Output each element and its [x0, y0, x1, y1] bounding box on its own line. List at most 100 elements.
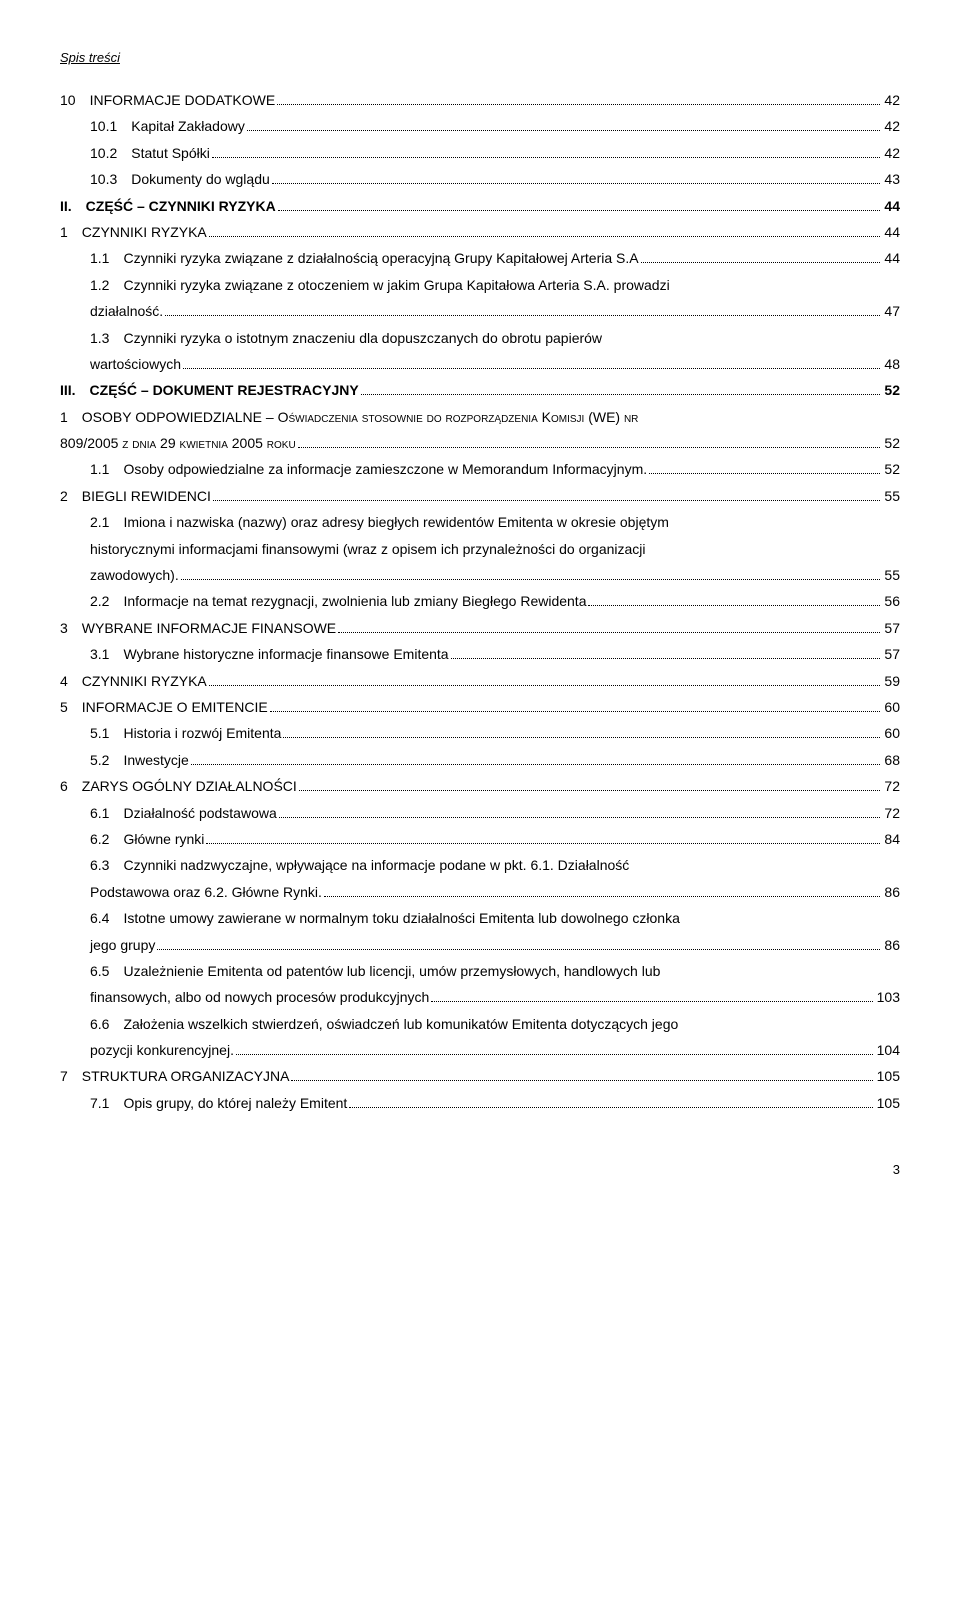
- toc-entry-text: pozycji konkurencyjnej.: [90, 1039, 234, 1061]
- toc-entry-page: 43: [882, 168, 900, 190]
- toc-entry-text: 1.1 Czynniki ryzyka związane z działalno…: [90, 247, 639, 269]
- toc-dots: [157, 949, 880, 950]
- toc-entry-page: 86: [882, 934, 900, 956]
- toc-entry-text: 6.2 Główne rynki: [90, 828, 204, 850]
- toc-entry-continuation: zawodowych).55: [60, 564, 900, 586]
- toc-entry-text: 4 CZYNNIKI RYZYKA: [60, 670, 207, 692]
- toc-dots: [361, 394, 881, 395]
- toc-entry-text: zawodowych).: [90, 564, 179, 586]
- toc-entry-text: 10.1 Kapitał Zakładowy: [90, 115, 245, 137]
- toc-entry-page: 56: [882, 590, 900, 612]
- toc-entry-text: finansowych, albo od nowych procesów pro…: [90, 986, 429, 1008]
- toc-entry-continuation: historycznymi informacjami finansowymi (…: [60, 538, 900, 560]
- table-of-contents: 10 INFORMACJE DODATKOWE 42 10.1 Kapitał Za…: [60, 89, 900, 1114]
- toc-entry-page: 105: [875, 1065, 900, 1087]
- toc-dots: [641, 262, 881, 263]
- toc-entry-text: 2.1 Imiona i nazwiska (nazwy) oraz adres…: [90, 511, 669, 533]
- toc-dots: [191, 764, 881, 765]
- toc-entry: 10.3 Dokumenty do wglądu 43: [60, 168, 900, 190]
- toc-entry-text: 7 STRUKTURA ORGANIZACYJNA: [60, 1065, 289, 1087]
- toc-entry-page: 57: [882, 643, 900, 665]
- toc-entry: 7 STRUKTURA ORGANIZACYJNA 105: [60, 1065, 900, 1087]
- toc-entry-text: 10 INFORMACJE DODATKOWE: [60, 89, 275, 111]
- toc-entry-page: 44: [882, 247, 900, 269]
- toc-entry-text: 2.2 Informacje na temat rezygnacji, zwol…: [90, 590, 586, 612]
- toc-entry-page: 104: [875, 1039, 900, 1061]
- toc-dots: [165, 315, 880, 316]
- toc-entry: 1.3 Czynniki ryzyka o istotnym znaczeniu…: [60, 327, 900, 349]
- toc-entry-page: 48: [882, 353, 900, 375]
- toc-entry-text: 1 CZYNNIKI RYZYKA: [60, 221, 207, 243]
- toc-entry: 2.1 Imiona i nazwiska (nazwy) oraz adres…: [60, 511, 900, 533]
- toc-dots: [588, 605, 880, 606]
- toc-dots: [277, 104, 880, 105]
- toc-entry-continuation: pozycji konkurencyjnej. 104: [60, 1039, 900, 1061]
- toc-entry: 5 INFORMACJE O EMITENCIE 60: [60, 696, 900, 718]
- toc-entry-text: 7.1 Opis grupy, do której należy Emitent: [90, 1092, 347, 1114]
- toc-entry: 1.1 Osoby odpowiedzialne za informacje z…: [60, 458, 900, 480]
- toc-entry-text: III. CZĘŚĆ – DOKUMENT REJESTRACYJNY: [60, 379, 359, 401]
- toc-entry-page: 105: [875, 1092, 900, 1114]
- toc-entry-page: 60: [882, 696, 900, 718]
- toc-entry-text: 6.6 Założenia wszelkich stwierdzeń, oświ…: [90, 1013, 678, 1035]
- toc-entry-page: 86: [882, 881, 900, 903]
- toc-entry: 1.1 Czynniki ryzyka związane z działalno…: [60, 247, 900, 269]
- toc-entry-text: wartościowych: [90, 353, 181, 375]
- toc-entry-text: 6.1 Działalność podstawowa: [90, 802, 277, 824]
- toc-dots: [236, 1054, 873, 1055]
- toc-entry: 1 CZYNNIKI RYZYKA 44: [60, 221, 900, 243]
- toc-entry-text: 6.5 Uzależnienie Emitenta od patentów lu…: [90, 960, 660, 982]
- toc-dots: [349, 1107, 872, 1108]
- toc-entry: 10.2 Statut Spółki42: [60, 142, 900, 164]
- toc-entry: 6.5 Uzależnienie Emitenta od patentów lu…: [60, 960, 900, 982]
- toc-entry-page: 68: [882, 749, 900, 771]
- toc-entry-text: 3 WYBRANE INFORMACJE FINANSOWE: [60, 617, 336, 639]
- toc-dots: [291, 1080, 872, 1081]
- toc-entry-text: 5.2 Inwestycje: [90, 749, 189, 771]
- toc-entry-page: 44: [882, 195, 900, 217]
- toc-entry: III. CZĘŚĆ – DOKUMENT REJESTRACYJNY 52: [60, 379, 900, 401]
- toc-dots: [338, 632, 880, 633]
- toc-dots: [299, 790, 881, 791]
- toc-entry-continuation: działalność. 47: [60, 300, 900, 322]
- toc-dots: [324, 896, 881, 897]
- toc-entry-page: 52: [882, 458, 900, 480]
- toc-entry-page: 47: [882, 300, 900, 322]
- toc-entry-text: 6 ZARYS OGÓLNY DZIAŁALNOŚCI: [60, 775, 297, 797]
- toc-entry-continuation: Podstawowa oraz 6.2. Główne Rynki. 86: [60, 881, 900, 903]
- toc-entry-page: 44: [882, 221, 900, 243]
- toc-entry-page: 52: [882, 379, 900, 401]
- toc-entry: 6.6 Założenia wszelkich stwierdzeń, oświ…: [60, 1013, 900, 1035]
- toc-entry: 2.2 Informacje na temat rezygnacji, zwol…: [60, 590, 900, 612]
- toc-entry-text: 3.1 Wybrane historyczne informacje finan…: [90, 643, 449, 665]
- toc-entry-continuation: 809/2005 z dnia 29 kwietnia 2005 roku52: [60, 432, 900, 454]
- toc-entry-text: Podstawowa oraz 6.2. Główne Rynki.: [90, 881, 322, 903]
- toc-dots: [209, 685, 881, 686]
- toc-entry-page: 42: [882, 89, 900, 111]
- toc-dots: [283, 737, 880, 738]
- toc-entry-text: 5 INFORMACJE O EMITENCIE: [60, 696, 268, 718]
- toc-dots: [272, 183, 881, 184]
- toc-entry: 6.4 Istotne umowy zawierane w normalnym …: [60, 907, 900, 929]
- toc-dots: [206, 843, 880, 844]
- toc-entry: 6 ZARYS OGÓLNY DZIAŁALNOŚCI72: [60, 775, 900, 797]
- toc-entry-text: 1.1 Osoby odpowiedzialne za informacje z…: [90, 458, 647, 480]
- toc-entry-text: 10.3 Dokumenty do wglądu: [90, 168, 270, 190]
- toc-entry-text: działalność.: [90, 300, 163, 322]
- toc-entry-continuation: wartościowych 48: [60, 353, 900, 375]
- toc-entry-text: historycznymi informacjami finansowymi (…: [90, 538, 646, 560]
- toc-entry-text: 1 OSOBY ODPOWIEDZIALNE – Oświadczenia st…: [60, 406, 638, 428]
- toc-entry: 1.2 Czynniki ryzyka związane z otoczenie…: [60, 274, 900, 296]
- toc-entry-text: 5.1 Historia i rozwój Emitenta: [90, 722, 281, 744]
- toc-entry-text: 809/2005 z dnia 29 kwietnia 2005 roku: [60, 432, 296, 454]
- toc-entry: 10 INFORMACJE DODATKOWE 42: [60, 89, 900, 111]
- toc-entry: 6.3 Czynniki nadzwyczajne, wpływające na…: [60, 854, 900, 876]
- toc-entry-continuation: finansowych, albo od nowych procesów pro…: [60, 986, 900, 1008]
- toc-dots: [247, 130, 881, 131]
- toc-entry-page: 42: [882, 115, 900, 137]
- toc-entry-page: 103: [875, 986, 900, 1008]
- toc-entry-text: 10.2 Statut Spółki: [90, 142, 210, 164]
- toc-entry-text: 1.3 Czynniki ryzyka o istotnym znaczeniu…: [90, 327, 602, 349]
- toc-entry-text: II. CZĘŚĆ – CZYNNIKI RYZYKA: [60, 195, 276, 217]
- toc-entry: 5.1 Historia i rozwój Emitenta60: [60, 722, 900, 744]
